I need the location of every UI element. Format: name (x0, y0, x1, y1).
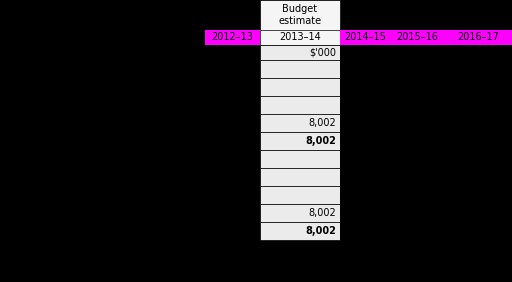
Bar (445, 222, 512, 240)
Bar (390, 96, 445, 114)
Text: 2012–13: 2012–13 (211, 32, 253, 43)
Bar (340, 222, 390, 240)
Bar (205, 168, 260, 186)
Bar (340, 114, 390, 132)
Bar (445, 186, 512, 204)
Bar (260, 0, 340, 30)
Bar (445, 168, 512, 186)
Bar (205, 204, 260, 222)
Bar (260, 168, 340, 186)
Bar (340, 186, 390, 204)
Text: 2014–15: 2014–15 (344, 32, 386, 43)
Bar (260, 45, 340, 60)
Bar (205, 30, 260, 45)
Bar (205, 222, 260, 240)
Bar (205, 186, 260, 204)
Bar (340, 150, 390, 168)
Bar (205, 132, 260, 150)
Bar (340, 204, 390, 222)
Bar (445, 30, 512, 45)
Text: 2013–14: 2013–14 (279, 32, 321, 43)
Bar (340, 168, 390, 186)
Bar (260, 30, 340, 45)
Bar (445, 60, 512, 78)
Text: 8,002: 8,002 (308, 208, 336, 218)
Bar (340, 30, 390, 45)
Bar (390, 222, 445, 240)
Bar (260, 150, 340, 168)
Bar (390, 186, 445, 204)
Text: 8,002: 8,002 (308, 118, 336, 128)
Bar (205, 60, 260, 78)
Bar (260, 78, 340, 96)
Bar (260, 60, 340, 78)
Bar (390, 114, 445, 132)
Bar (340, 45, 390, 60)
Bar (205, 150, 260, 168)
Bar (445, 132, 512, 150)
Bar (445, 78, 512, 96)
Bar (260, 114, 340, 132)
Bar (260, 96, 340, 114)
Bar (340, 60, 390, 78)
Text: 8,002: 8,002 (305, 226, 336, 236)
Bar (205, 45, 260, 60)
Bar (445, 45, 512, 60)
Bar (340, 78, 390, 96)
Bar (390, 168, 445, 186)
Bar (390, 60, 445, 78)
Bar (260, 186, 340, 204)
Bar (340, 96, 390, 114)
Bar (205, 96, 260, 114)
Bar (390, 30, 445, 45)
Bar (390, 132, 445, 150)
Text: 2015–16: 2015–16 (397, 32, 438, 43)
Text: $'000: $'000 (309, 47, 336, 58)
Bar (445, 150, 512, 168)
Text: 2016–17: 2016–17 (458, 32, 499, 43)
Bar (445, 114, 512, 132)
Bar (340, 132, 390, 150)
Bar (390, 45, 445, 60)
Bar (390, 78, 445, 96)
Bar (390, 204, 445, 222)
Bar (260, 132, 340, 150)
Bar (445, 204, 512, 222)
Bar (260, 222, 340, 240)
Bar (205, 78, 260, 96)
Text: Budget
estimate: Budget estimate (279, 4, 322, 26)
Bar (205, 114, 260, 132)
Bar (260, 204, 340, 222)
Bar (445, 96, 512, 114)
Text: 8,002: 8,002 (305, 136, 336, 146)
Bar (260, 30, 340, 45)
Bar (390, 150, 445, 168)
